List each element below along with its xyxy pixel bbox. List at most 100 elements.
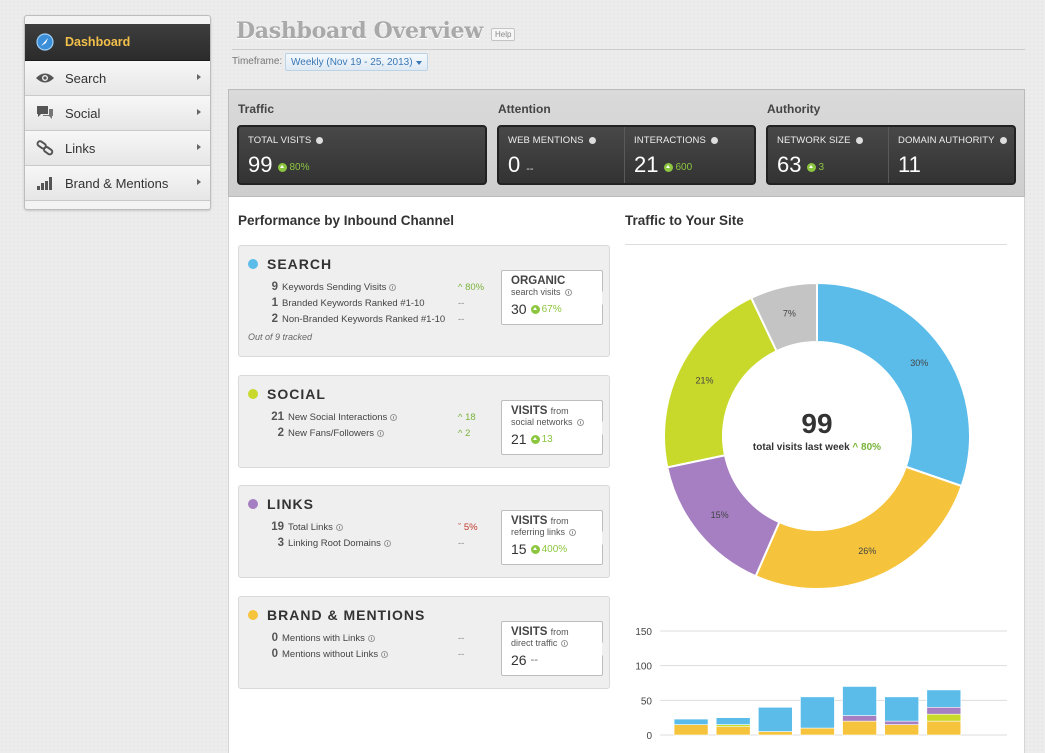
info-icon[interactable]	[999, 137, 1007, 144]
info-icon[interactable]	[390, 413, 398, 421]
page-title: Dashboard Overview	[236, 18, 483, 44]
bar-segment[interactable]	[715, 724, 751, 727]
info-icon[interactable]	[389, 283, 397, 291]
donut-slice-label: 21%	[696, 375, 714, 385]
info-icon[interactable]	[576, 418, 584, 426]
bar-segment[interactable]	[926, 706, 962, 715]
channel-card-brand-mentions[interactable]: BRAND & MENTIONS 0 Mentions with Links -- …	[238, 596, 610, 689]
metric-value: 21	[634, 152, 659, 177]
list-item: 21 New Social Interactions ^ 18	[268, 409, 498, 425]
metric-label: WEB MENTIONS	[508, 135, 584, 146]
row-label: New Social Interactions	[288, 411, 388, 423]
donut-slice-label: 15%	[711, 510, 729, 520]
metric-delta: 600	[664, 162, 692, 173]
bar-segment[interactable]	[800, 727, 835, 736]
row-count: 9	[271, 281, 278, 293]
metric-value: 63	[777, 152, 802, 177]
channel-name: SOCIAL	[267, 386, 326, 402]
bar-segment[interactable]	[884, 696, 919, 722]
visits-box-title: ORGANIC	[511, 275, 566, 287]
row-count: 19	[271, 521, 284, 533]
sidebar-item-dashboard[interactable]: Dashboard	[25, 24, 210, 61]
traffic-chart-title: Traffic to Your Site	[625, 213, 744, 228]
channel-color-dot	[248, 389, 258, 399]
sidebar-item-social[interactable]: Social	[25, 96, 210, 131]
info-icon[interactable]	[588, 137, 596, 144]
bar-segment[interactable]	[884, 720, 919, 725]
info-icon[interactable]	[561, 639, 569, 647]
organic-visits-box[interactable]: ORGANIC search visits 30 67%	[501, 270, 609, 325]
chevron-right-icon	[197, 179, 201, 185]
up-arrow-icon	[807, 163, 817, 172]
speech-bubbles-icon	[25, 105, 65, 121]
domain-authority-metric[interactable]: DOMAIN AUTHORITY 11	[888, 127, 1016, 183]
delta-value: 400%	[541, 543, 568, 555]
direct-visits-box[interactable]: VISITS from direct traffic 26 --	[501, 621, 609, 676]
info-icon[interactable]	[316, 137, 324, 144]
info-icon[interactable]	[367, 634, 375, 642]
metric-delta: 80%	[278, 162, 310, 173]
delta-value: --	[526, 163, 534, 175]
row-count: 0	[271, 648, 278, 660]
interactions-metric[interactable]: INTERACTIONS 21 600	[624, 127, 756, 183]
visits-delta: 67%	[530, 304, 562, 315]
bar-segment[interactable]	[800, 696, 835, 729]
bar-segment[interactable]	[715, 726, 751, 736]
sidebar-item-label: Search	[65, 70, 107, 86]
bar-segment[interactable]	[758, 731, 793, 736]
summary-band: Traffic Attention Authority TOTAL VISITS…	[228, 89, 1025, 197]
bar-segment[interactable]	[842, 720, 877, 736]
bar-segment[interactable]	[926, 689, 962, 708]
channel-card-social[interactable]: SOCIAL 21 New Social Interactions ^ 18 2 Ne…	[238, 375, 610, 468]
bar-segment[interactable]	[758, 706, 793, 732]
sidebar-item-links[interactable]: Links	[25, 131, 210, 166]
info-icon[interactable]	[381, 650, 389, 658]
links-visits-box[interactable]: VISITS from referring links 15 400%	[501, 510, 609, 565]
bar-chart-svg: 0 50 100 150	[635, 627, 1007, 742]
list-item: 9 Keywords Sending Visits ^ 80%	[268, 279, 498, 295]
info-icon[interactable]	[855, 137, 863, 144]
timeframe-select[interactable]: Weekly (Nov 19 - 25, 2013)	[285, 53, 428, 71]
bar-graph-icon	[25, 176, 65, 190]
channel-card-links[interactable]: LINKS 19 Total Links ˇ 5% 3 Linking Root Do…	[238, 485, 610, 578]
channel-rows: 0 Mentions with Links -- 0 Mentions without…	[268, 630, 498, 662]
info-icon[interactable]	[569, 528, 577, 536]
bar-segment[interactable]	[673, 724, 709, 736]
channel-color-dot	[248, 610, 258, 620]
info-icon[interactable]	[564, 288, 572, 296]
sidebar-item-search[interactable]: Search	[25, 61, 210, 96]
bar-segment[interactable]	[884, 724, 919, 736]
bar-segment[interactable]	[715, 717, 751, 725]
info-icon[interactable]	[710, 137, 718, 144]
donut-slice-search[interactable]	[816, 281, 971, 488]
total-visits-metric[interactable]: TOTAL VISITS 99 80%	[239, 127, 487, 183]
bar-segment[interactable]	[926, 720, 962, 736]
metric-label: DOMAIN AUTHORITY	[898, 135, 995, 146]
bar-segment[interactable]	[842, 686, 877, 716]
web-mentions-metric[interactable]: WEB MENTIONS 0 --	[499, 127, 624, 183]
row-label: Mentions without Links	[282, 648, 379, 660]
donut-slice-label: 30%	[910, 358, 928, 368]
info-icon[interactable]	[377, 429, 385, 437]
info-icon[interactable]	[335, 523, 343, 531]
list-item: 19 Total Links ˇ 5%	[268, 519, 498, 535]
bar-segment[interactable]	[673, 718, 709, 725]
donut-slice-other[interactable]	[749, 281, 818, 353]
social-visits-box[interactable]: VISITS from social networks 21 13	[501, 400, 609, 455]
channel-card-search[interactable]: SEARCH 9 Keywords Sending Visits ^ 80% 1 Br…	[238, 245, 610, 357]
y-tick-label: 150	[635, 627, 652, 638]
visits-value: 30	[511, 301, 527, 317]
channel-rows: 21 New Social Interactions ^ 18 2 New Fans/…	[268, 409, 498, 441]
donut-total: 99	[801, 408, 833, 439]
sidebar-item-brand-mentions[interactable]: Brand & Mentions	[25, 166, 210, 201]
metric-label: TOTAL VISITS	[248, 135, 312, 146]
help-button[interactable]: Help	[491, 28, 516, 41]
row-label: Keywords Sending Visits	[282, 281, 387, 293]
bar-segment[interactable]	[842, 715, 877, 722]
row-count: 1	[271, 297, 278, 309]
info-icon[interactable]	[383, 539, 391, 547]
network-size-metric[interactable]: NETWORK SIZE 63 3	[768, 127, 888, 183]
bar-segment[interactable]	[926, 713, 962, 722]
donut-total-label: total visits last week	[752, 442, 850, 453]
donut-slice-direct[interactable]	[754, 465, 963, 590]
